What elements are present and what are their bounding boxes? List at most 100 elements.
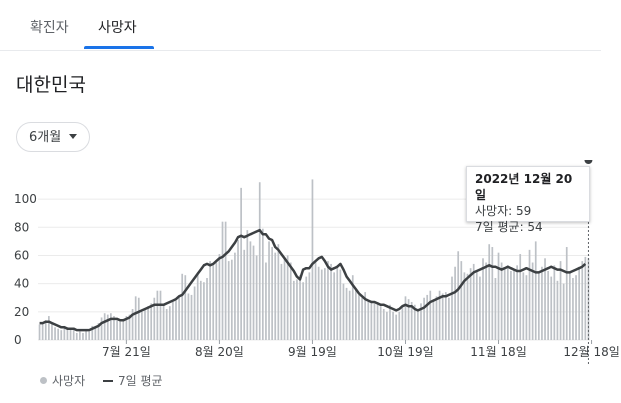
bar-deaths <box>308 272 311 340</box>
bar-deaths <box>448 297 450 340</box>
bar-deaths <box>475 270 478 340</box>
tab-confirmed[interactable]: 확진자 <box>30 20 69 36</box>
x-tick-label: 7월 21일 <box>102 345 151 359</box>
hover-point <box>584 160 593 164</box>
bar-deaths <box>212 263 215 340</box>
bar-deaths <box>286 255 289 340</box>
bar-deaths <box>196 272 199 340</box>
bar-deaths <box>469 268 472 340</box>
bar-deaths <box>367 301 370 340</box>
chart-legend: 사망자 7일 평균 <box>40 372 177 389</box>
bar-deaths <box>355 289 357 340</box>
bar-deaths <box>193 286 196 340</box>
bar-deaths <box>289 262 292 340</box>
bar-deaths <box>361 297 363 340</box>
bar-deaths <box>506 265 509 340</box>
bar-deaths <box>125 316 128 340</box>
bar-deaths <box>410 301 413 340</box>
tab-bar: 확진자 사망자 <box>0 0 601 51</box>
bar-deaths <box>119 321 122 340</box>
bar-deaths <box>234 252 236 340</box>
bar-deaths <box>237 239 239 340</box>
bar-deaths <box>128 314 131 340</box>
bar-deaths <box>565 247 568 340</box>
bar-deaths <box>66 327 69 340</box>
bar-deaths <box>134 296 137 340</box>
bar-deaths <box>398 311 401 340</box>
bar-deaths <box>327 261 329 340</box>
bar-deaths <box>485 262 487 340</box>
bar-deaths <box>252 245 255 340</box>
bar-deaths <box>401 307 404 340</box>
legend-dot-icon <box>40 377 47 384</box>
bar-deaths <box>330 263 332 340</box>
bar-deaths <box>463 272 466 340</box>
bar-deaths <box>432 299 435 340</box>
bar-deaths <box>531 262 534 340</box>
bar-deaths <box>568 272 571 340</box>
bar-deaths <box>271 247 273 340</box>
region-title: 대한민국 <box>16 74 86 96</box>
bar-deaths <box>240 187 242 340</box>
bar-deaths <box>559 261 562 340</box>
bar-deaths <box>494 278 497 340</box>
bar-deaths <box>417 309 419 340</box>
bar-deaths <box>190 294 193 340</box>
legend-item-deaths: 사망자 <box>40 372 85 389</box>
bar-deaths <box>141 311 143 340</box>
bar-deaths <box>60 330 63 340</box>
bar-deaths <box>274 252 277 340</box>
bar-deaths <box>572 278 574 340</box>
average-line <box>39 228 587 332</box>
tooltip-date: 2022년 12월 20일 <box>475 172 573 202</box>
bar-deaths <box>116 320 118 340</box>
bar-deaths <box>168 306 171 340</box>
bar-deaths <box>209 261 211 340</box>
tab-selected-indicator <box>84 46 154 49</box>
period-label: 6개월 <box>29 130 62 145</box>
bar-deaths <box>144 309 146 340</box>
y-tick-label: 0 <box>14 333 22 347</box>
deaths-bars <box>38 179 590 340</box>
x-tick-label: 12월 18일 <box>563 345 619 359</box>
bar-deaths <box>150 303 153 340</box>
y-tick-label: 40 <box>14 277 29 291</box>
bar-deaths <box>79 331 81 340</box>
bar-deaths <box>48 316 50 340</box>
bar-deaths <box>103 313 106 340</box>
bar-deaths <box>454 266 456 340</box>
bar-deaths <box>97 323 100 340</box>
bar-deaths <box>215 262 218 340</box>
legend-label-average: 7일 평균 <box>117 374 163 388</box>
bar-deaths <box>379 306 382 340</box>
bar-deaths <box>423 297 425 340</box>
bar-deaths <box>537 272 540 340</box>
bar-deaths <box>358 294 360 340</box>
bar-deaths <box>85 330 87 340</box>
bar-deaths <box>386 311 388 340</box>
bar-deaths <box>100 317 103 340</box>
x-tick-label: 8월 20일 <box>195 345 244 359</box>
period-dropdown[interactable]: 6개월 <box>16 122 91 152</box>
bar-deaths <box>187 293 190 340</box>
bar-deaths <box>292 280 295 340</box>
bar-deaths <box>283 258 286 340</box>
tab-deaths[interactable]: 사망자 <box>98 20 137 36</box>
bar-deaths <box>178 297 180 340</box>
bar-deaths <box>156 290 159 340</box>
bar-deaths <box>131 309 134 340</box>
bar-deaths <box>370 300 373 340</box>
bar-deaths <box>137 297 140 340</box>
bar-deaths <box>426 294 429 340</box>
bar-deaths <box>72 330 75 340</box>
bar-deaths <box>82 332 84 340</box>
bar-deaths <box>106 314 109 340</box>
bar-deaths <box>413 304 416 340</box>
bar-deaths <box>88 331 91 340</box>
y-tick-label: 80 <box>14 220 29 234</box>
bar-deaths <box>491 247 494 340</box>
bar-deaths <box>444 292 447 340</box>
bar-deaths <box>376 301 379 340</box>
bar-deaths <box>113 316 115 340</box>
bar-deaths <box>206 278 208 340</box>
